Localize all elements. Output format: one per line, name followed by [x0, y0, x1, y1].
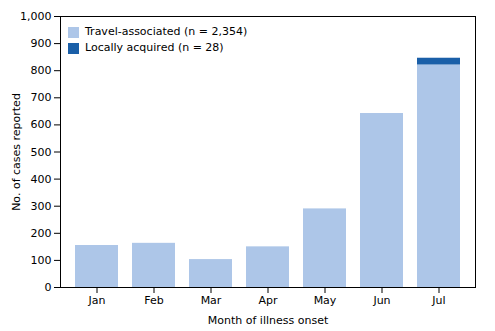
svg-text:Mar: Mar — [201, 294, 222, 307]
svg-text:Feb: Feb — [144, 294, 163, 307]
svg-text:800: 800 — [31, 64, 52, 77]
svg-text:100: 100 — [31, 254, 52, 267]
svg-text:Jun: Jun — [372, 294, 390, 307]
svg-text:400: 400 — [31, 173, 52, 186]
svg-text:200: 200 — [31, 227, 52, 240]
svg-text:Month of illness onset: Month of illness onset — [208, 314, 329, 327]
html-text:Travel-associated (n = 2,354): Travel-associated (n = 2,354) — [85, 25, 248, 38]
svg-text:700: 700 — [31, 91, 52, 104]
svg-text:Jan: Jan — [88, 294, 106, 307]
svg-text:May: May — [314, 294, 337, 307]
svg-text:600: 600 — [31, 118, 52, 131]
svg-text:1,000: 1,000 — [20, 10, 52, 23]
svg-text:500: 500 — [31, 146, 52, 159]
svg-text:0: 0 — [45, 281, 52, 294]
svg-text:900: 900 — [31, 37, 52, 50]
html-text:Locally acquired (n = 28): Locally acquired (n = 28) — [85, 41, 224, 54]
svg-text:Jul: Jul — [431, 294, 445, 307]
svg-text:Apr: Apr — [258, 294, 278, 307]
svg-text:300: 300 — [31, 200, 52, 213]
svg-text:No. of cases reported: No. of cases reported — [10, 93, 23, 211]
